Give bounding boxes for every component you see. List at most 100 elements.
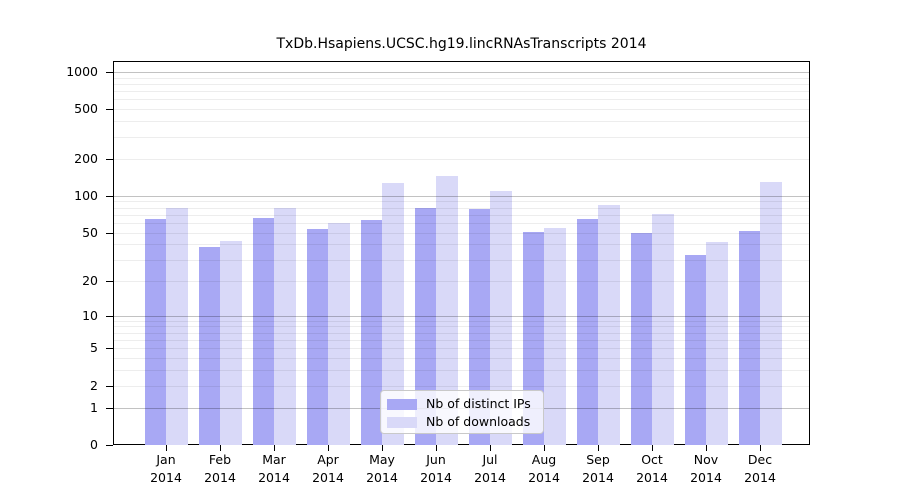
y-tick-100: [106, 195, 113, 197]
x-tick-jul: [490, 445, 492, 451]
legend-label-distinct-ips: Nb of distinct IPs: [426, 396, 531, 411]
y-tick-label-50: 50: [82, 224, 98, 240]
x-tick-jan: [166, 445, 168, 451]
x-label-month: Dec: [747, 452, 773, 467]
x-tick-label-jan: Jan 2014: [139, 451, 193, 487]
gridline-100: [114, 195, 809, 197]
gridline-600: [114, 99, 809, 101]
gridline-30: [114, 259, 809, 261]
gridline-200: [114, 158, 809, 160]
gridline-3: [114, 370, 809, 372]
y-tick-label-5: 5: [90, 340, 98, 356]
x-tick-label-feb: Feb 2014: [193, 451, 247, 487]
x-label-month: Sep: [586, 452, 610, 467]
bar-distinct-ips-jul: [468, 209, 490, 445]
gridline-4: [114, 358, 809, 360]
bar-distinct-ips-jan: [144, 218, 166, 445]
x-tick-may: [382, 445, 384, 451]
x-label-year: 2014: [258, 470, 290, 485]
downloads-swatch: [387, 416, 417, 428]
x-label-year: 2014: [312, 470, 344, 485]
bar-distinct-ips-feb: [198, 247, 220, 445]
y-tick-500: [106, 109, 113, 111]
bar-downloads-aug: [544, 227, 566, 445]
x-label-month: Jan: [156, 452, 176, 467]
legend-label-downloads: Nb of downloads: [426, 414, 531, 429]
y-tick-label-20: 20: [82, 272, 98, 288]
x-label-month: Feb: [208, 452, 232, 467]
x-label-month: Aug: [531, 452, 557, 467]
bar-downloads-jul: [490, 190, 512, 445]
gridline-80: [114, 207, 809, 209]
x-tick-jun: [436, 445, 438, 451]
bar-downloads-oct: [652, 214, 674, 445]
gridline-400: [114, 121, 809, 123]
bar-distinct-ips-mar: [252, 217, 274, 445]
gridline-50: [114, 232, 809, 234]
bar-distinct-ips-dec: [738, 230, 760, 445]
x-tick-mar: [274, 445, 276, 451]
y-tick-label-0: 0: [90, 437, 98, 452]
y-tick-0: [106, 445, 113, 447]
plot-area: Nb of distinct IPs Nb of downloads: [113, 61, 810, 445]
bar-downloads-apr: [328, 223, 350, 445]
x-label-month: Oct: [641, 452, 663, 467]
x-tick-label-apr: Apr 2014: [301, 451, 355, 487]
gridline-700: [114, 91, 809, 93]
x-tick-nov: [706, 445, 708, 451]
x-label-year: 2014: [474, 470, 506, 485]
x-label-year: 2014: [744, 470, 776, 485]
y-tick-label-200: 200: [74, 150, 98, 166]
y-tick-50: [106, 232, 113, 234]
bar-distinct-ips-sep: [576, 218, 598, 445]
gridline-9: [114, 320, 809, 322]
x-label-month: Apr: [317, 452, 339, 467]
gridline-8: [114, 326, 809, 328]
gridline-40: [114, 244, 809, 246]
x-tick-label-jul: Jul 2014: [463, 451, 517, 487]
x-tick-label-may: May 2014: [355, 451, 409, 487]
bar-distinct-ips-may: [360, 219, 382, 445]
bar-downloads-dec: [760, 181, 782, 445]
gridline-10: [114, 315, 809, 317]
x-tick-sep: [598, 445, 600, 451]
x-label-year: 2014: [150, 470, 182, 485]
y-tick-20: [106, 280, 113, 282]
x-tick-label-dec: Dec 2014: [733, 451, 787, 487]
x-tick-apr: [328, 445, 330, 451]
y-tick-label-2: 2: [90, 377, 98, 393]
x-tick-label-oct: Oct 2014: [625, 451, 679, 487]
x-label-month: Mar: [262, 452, 286, 467]
x-label-month: Jun: [426, 452, 446, 467]
bar-distinct-ips-nov: [684, 254, 706, 445]
x-tick-label-nov: Nov 2014: [679, 451, 733, 487]
x-tick-aug: [544, 445, 546, 451]
bar-distinct-ips-jun: [414, 208, 436, 445]
y-tick-label-100: 100: [74, 187, 98, 203]
x-tick-dec: [760, 445, 762, 451]
x-tick-oct: [652, 445, 654, 451]
gridline-300: [114, 136, 809, 138]
x-label-month: May: [369, 452, 395, 467]
x-label-month: Jul: [482, 452, 498, 467]
x-label-year: 2014: [204, 470, 236, 485]
x-tick-label-aug: Aug 2014: [517, 451, 571, 487]
bar-downloads-nov: [706, 241, 728, 445]
bar-downloads-may: [382, 183, 404, 445]
gridline-90: [114, 201, 809, 203]
y-tick-label-1000: 1000: [66, 63, 98, 79]
chart-title: TxDb.Hsapiens.UCSC.hg19.lincRNAsTranscri…: [276, 36, 647, 52]
bar-downloads-sep: [598, 205, 620, 445]
y-tick-label-10: 10: [82, 307, 98, 323]
gridline-1000: [114, 71, 809, 73]
legend-item-distinct-ips: Nb of distinct IPs: [387, 395, 543, 413]
y-tick-label-500: 500: [74, 101, 98, 117]
gridline-6: [114, 339, 809, 341]
gridline-2: [114, 385, 809, 387]
x-tick-label-mar: Mar 2014: [247, 451, 301, 487]
legend-item-downloads: Nb of downloads: [387, 413, 543, 431]
gridline-5: [114, 348, 809, 350]
x-label-year: 2014: [582, 470, 614, 485]
gridline-900: [114, 77, 809, 79]
